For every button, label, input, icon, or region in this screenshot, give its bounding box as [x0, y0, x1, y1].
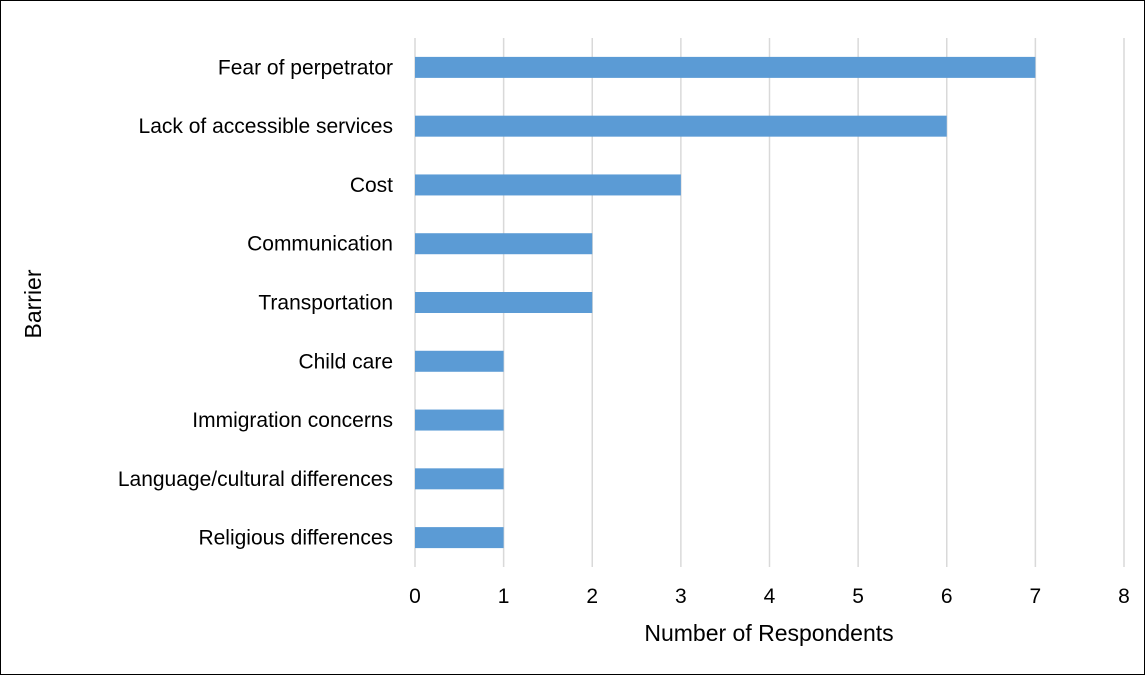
category-labels: Fear of perpetrator Lack of accessible se… [118, 56, 393, 549]
x-tick-label: 4 [764, 585, 776, 608]
x-tick-label: 6 [941, 585, 953, 608]
x-tick-labels: 0 1 2 3 4 5 6 7 8 [409, 585, 1130, 608]
category-label: Religious differences [198, 527, 393, 550]
x-tick-label: 8 [1118, 585, 1130, 608]
bar [415, 292, 593, 313]
bars [415, 56, 1036, 549]
category-label: Child care [298, 350, 393, 373]
bar [415, 527, 504, 549]
bar [415, 56, 1036, 78]
x-tick-label: 2 [586, 585, 598, 608]
x-tick-label: 7 [1030, 585, 1042, 608]
x-tick-label: 0 [409, 585, 421, 608]
category-label: Lack of accessible services [139, 115, 393, 138]
category-label: Communication [247, 233, 393, 256]
category-label: Fear of perpetrator [218, 56, 393, 79]
category-label: Language/cultural differences [118, 468, 393, 491]
bar [415, 115, 947, 137]
bar [415, 233, 593, 255]
bar [415, 468, 504, 490]
x-axis-title: Number of Respondents [644, 620, 893, 646]
category-label: Immigration concerns [192, 409, 393, 432]
x-tick-label: 1 [498, 585, 510, 608]
bar [415, 174, 681, 196]
bar [415, 350, 504, 372]
x-tick-label: 3 [675, 585, 687, 608]
category-label: Transportation [258, 292, 393, 315]
category-label: Cost [350, 174, 393, 197]
bar [415, 409, 504, 431]
x-tick-label: 5 [852, 585, 864, 608]
y-axis-title: Barrier [20, 269, 46, 338]
